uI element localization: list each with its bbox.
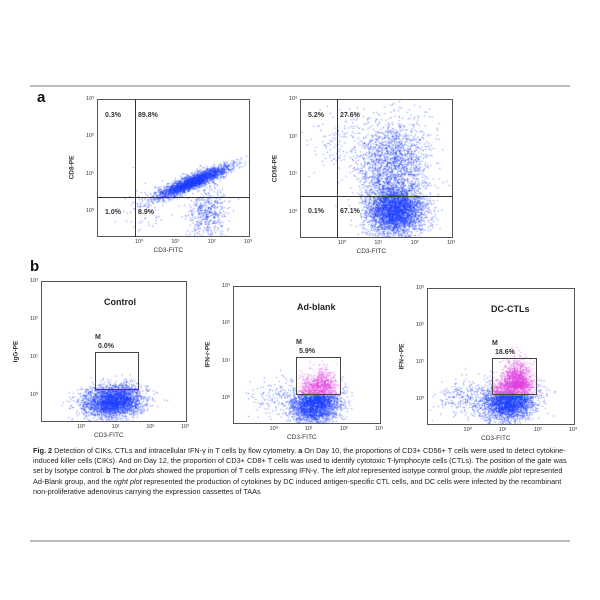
panel-b-label: b [30,258,40,275]
b1-x-tick-label: 10³ [375,426,383,432]
b0-y-tick-label: 10¹ [30,354,38,361]
a0-quadrant-hline [97,197,250,198]
b1-gate-pct: 5.9% [299,348,315,355]
b1-y-tick-label: 10² [222,320,230,327]
b1-y-tick-label: 10³ [222,283,230,289]
b2-y-tick-label: 10³ [416,285,424,291]
a1-y-tick-label: 10³ [289,96,297,102]
b0-x-tick-label: 10² [146,424,155,430]
figure-caption: Fig. 2 Detection of CIKs, CTLs and intra… [33,446,567,496]
a1-upper-right-pct: 27.6% [340,112,360,119]
b0-gate-box [95,352,139,390]
b2-x-tick-label: 10¹ [498,427,507,433]
figure-top-rule [30,85,570,87]
b2-y-tick-label: 10² [416,321,424,328]
b2-y-tick-label: 10¹ [416,358,424,365]
b1-dot-plot [233,286,381,424]
a1-lower-left-pct: 0.1% [308,208,324,215]
a1-plot-frame [300,99,453,238]
a1-dot-plot [300,99,453,238]
a0-x-tick-label: 10² [207,239,216,245]
b1-x-tick-label: 10⁰ [269,426,278,432]
a0-y-tick-label: 10⁰ [86,207,95,214]
a0-x-tick-label: 10³ [244,239,252,245]
b1-x-tick-label: 10¹ [304,426,313,432]
b0-y-axis-label: IgG-PE [12,340,20,362]
b2-x-axis-label: CD3-FITC [481,435,511,442]
b2-x-tick-label: 10² [533,427,542,433]
a0-y-tick-label: 10³ [86,96,94,102]
b1-plot-frame [233,286,381,424]
a0-upper-right-pct: 89.8% [138,112,158,119]
a0-plot-frame [97,99,250,237]
b2-plot-title: DC-CTLs [491,304,530,314]
b1-x-axis-label: CD3-FITC [287,434,317,441]
a0-x-tick-label: 10¹ [171,239,180,245]
a1-x-axis-label: CD3-FITC [356,248,387,255]
a0-y-tick-label: 10¹ [86,170,94,177]
b0-x-tick-label: 10³ [181,424,189,430]
a0-lower-right-pct: 8.9% [138,209,154,217]
a0-dot-plot [97,99,250,237]
b2-y-axis-label: IFN-r-PE [398,343,406,369]
a0-y-axis-label: CD8-PE [68,155,76,180]
b0-plot-frame [41,281,187,422]
panel-a-label: a [37,89,46,106]
b0-x-axis-label: CD3-FITC [94,432,124,439]
b2-x-tick-label: 10⁰ [463,427,472,433]
b0-x-tick-label: 10⁰ [76,424,86,430]
a0-lower-left-pct: 1.0% [105,209,121,216]
a1-lower-right-pct: 67.1% [340,208,360,216]
a1-upper-left-pct: 5.2% [308,112,324,119]
a1-quadrant-vline [337,99,338,238]
b1-y-axis-label: IFN-r-PE [204,341,212,368]
b0-y-tick-label: 10⁰ [30,392,39,399]
b1-y-tick-label: 10⁰ [222,394,231,401]
b2-x-tick-label: 10³ [569,427,577,433]
b0-gate-pct: 0.0% [98,343,114,350]
b0-x-tick-label: 10¹ [111,424,120,430]
a1-y-tick-label: 10¹ [289,171,297,178]
b1-x-tick-label: 10² [339,426,348,432]
b0-dot-plot [41,281,187,422]
a0-x-tick-label: 10⁰ [134,239,144,245]
a1-quadrant-hline [300,196,453,197]
b2-y-tick-label: 10⁰ [416,395,425,402]
a1-x-tick-label: 10² [410,240,419,246]
a1-x-tick-label: 10¹ [374,240,383,246]
b2-gate-label: M [492,340,498,347]
b0-gate-label: M [95,334,101,341]
b1-gate-box [296,357,341,395]
b2-gate-pct: 18.6% [495,349,515,356]
b0-y-tick-label: 10² [30,316,38,323]
b1-plot-title: Ad-blank [297,302,336,312]
a0-x-axis-label: CD3-FITC [153,247,184,254]
caption-fig-label: Fig. 2 [33,446,53,455]
a0-y-tick-label: 10² [86,133,94,140]
b2-plot-frame [427,288,575,425]
a0-upper-left-pct: 0.3% [105,112,121,119]
b0-y-tick-label: 10³ [30,278,38,284]
a1-x-tick-label: 10⁰ [337,240,347,246]
figure-bottom-rule [30,540,570,542]
a1-y-axis-label: CD56-PE [271,154,279,182]
a1-y-tick-label: 10² [289,133,297,140]
b1-y-tick-label: 10¹ [222,357,230,364]
a1-y-tick-label: 10⁰ [289,208,298,215]
b0-plot-title: Control [104,297,136,307]
b2-gate-box [492,358,537,395]
a0-quadrant-vline [135,99,136,237]
b2-dot-plot [427,288,575,425]
a1-x-tick-label: 10³ [447,240,455,246]
b1-gate-label: M [296,339,302,346]
